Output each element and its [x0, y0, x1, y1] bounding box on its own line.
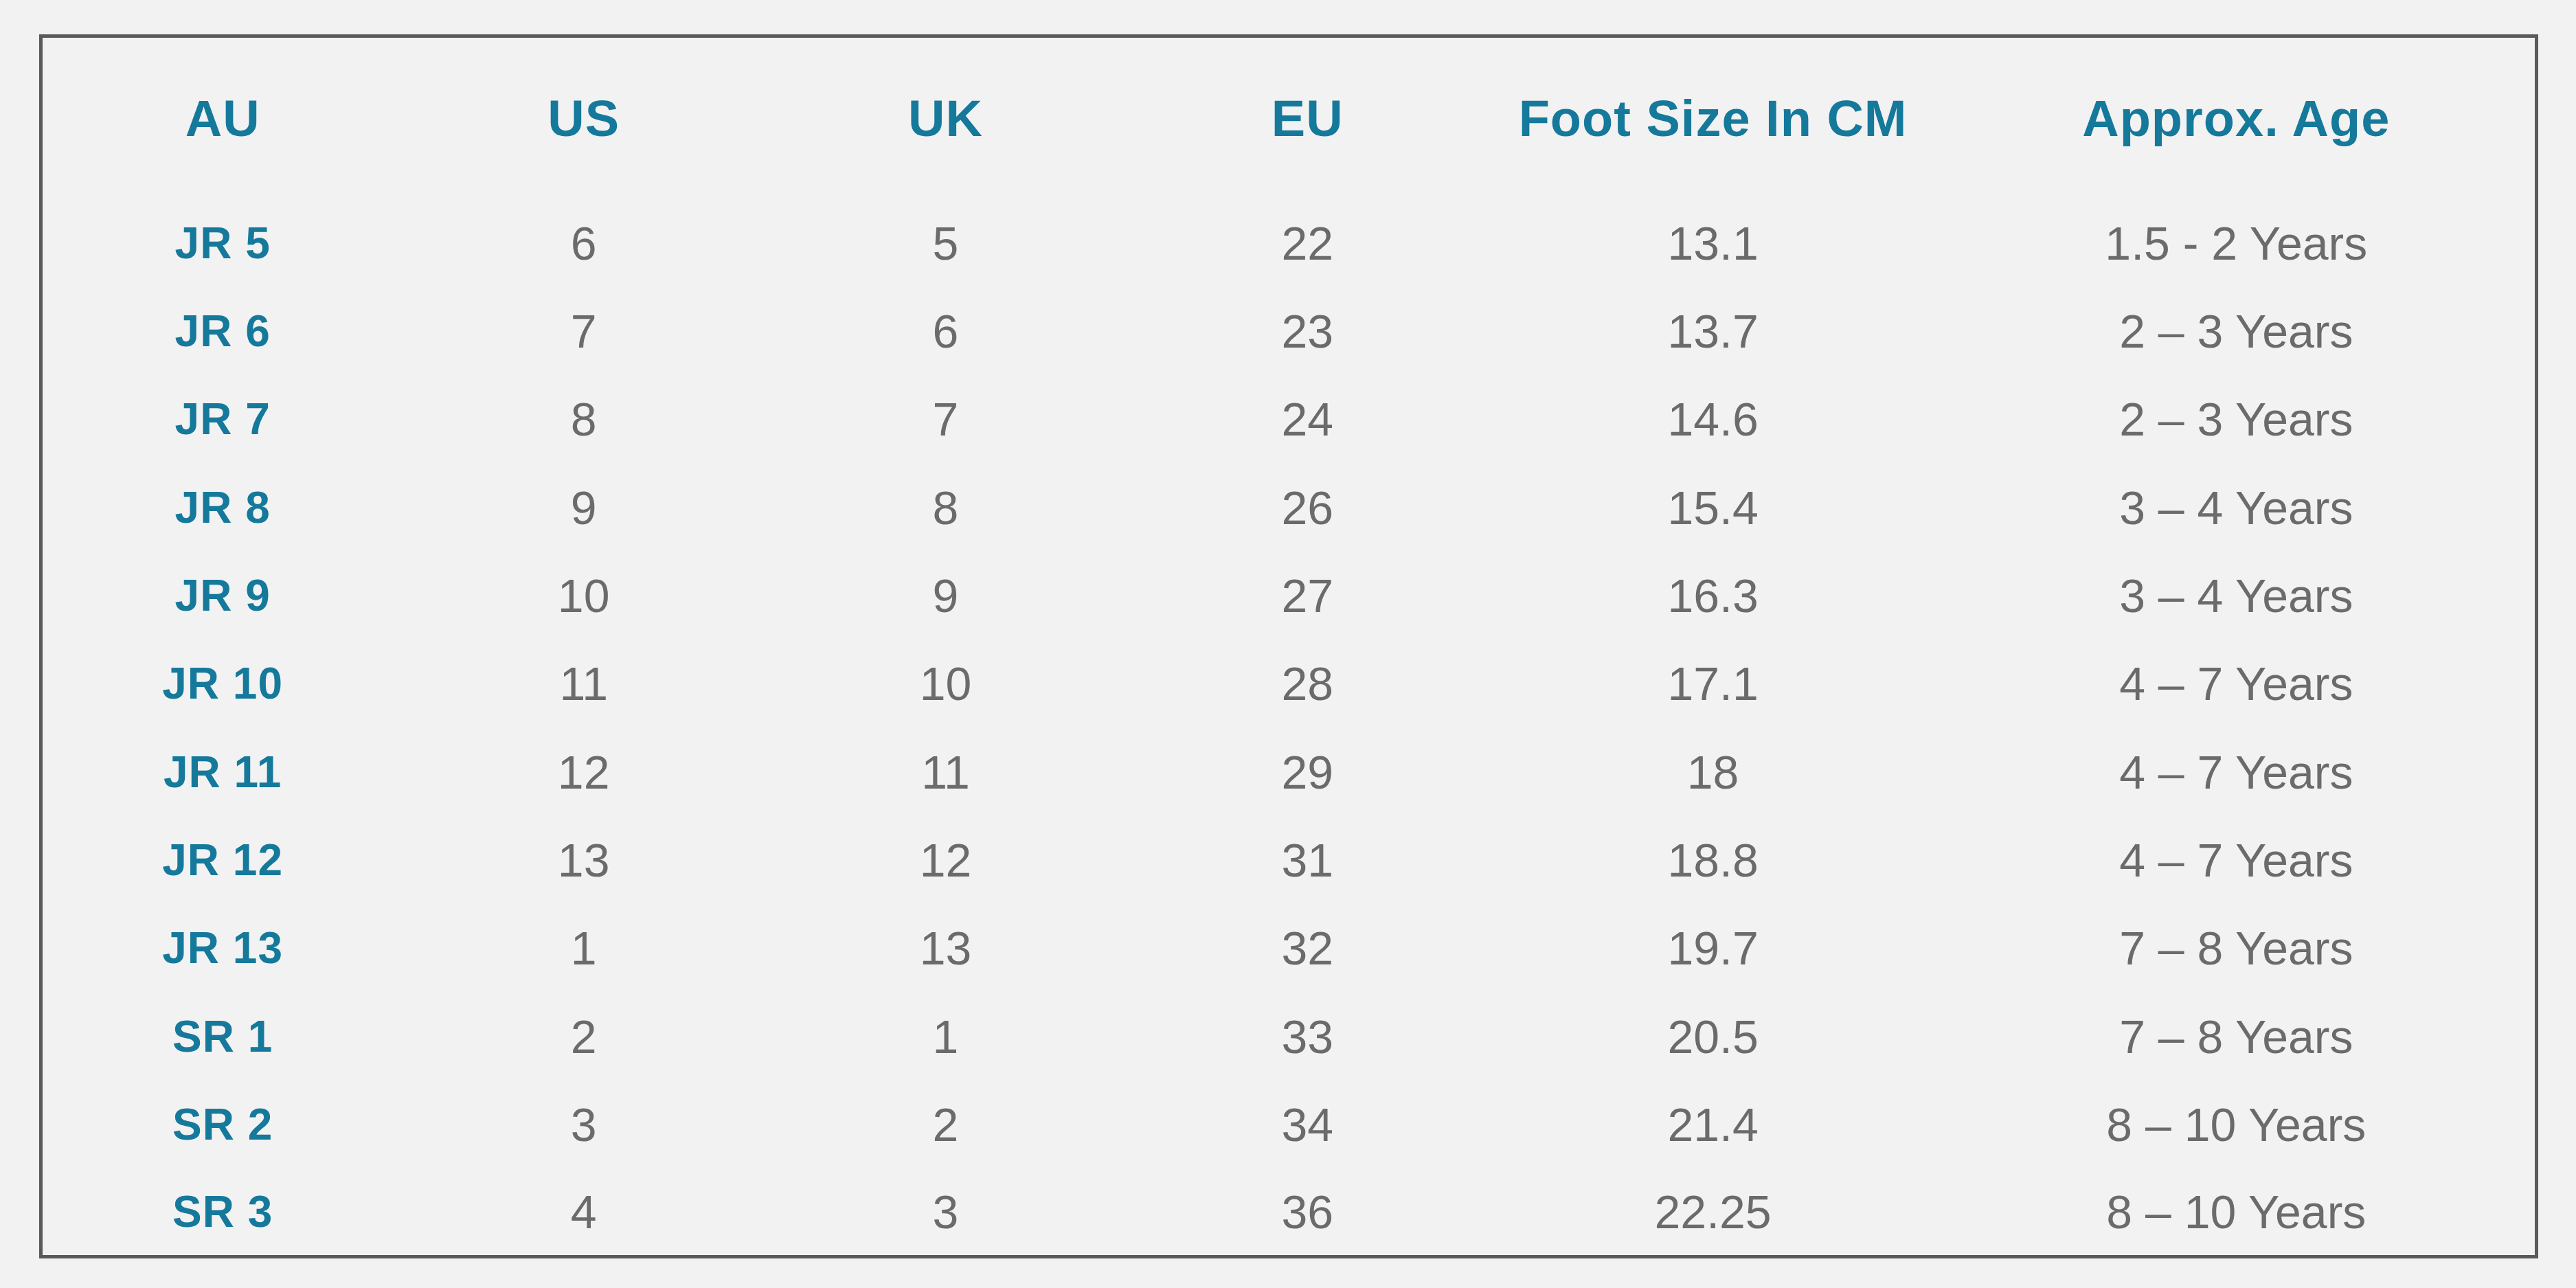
cell-cm: 21.4 [1489, 1081, 1938, 1168]
cell-au: JR 8 [41, 463, 403, 551]
cell-au: JR 5 [41, 199, 403, 287]
cell-uk: 12 [765, 816, 1127, 904]
header-row: AUUSUKEUFoot Size In CMApprox. Age [41, 36, 2537, 199]
cell-uk: 6 [765, 287, 1127, 375]
cell-cm: 19.7 [1489, 904, 1938, 992]
cell-au: JR 13 [41, 904, 403, 992]
cell-cm: 20.5 [1489, 992, 1938, 1080]
cell-cm: 16.3 [1489, 552, 1938, 640]
cell-us: 2 [403, 992, 765, 1080]
cell-age: 7 – 8 Years [1938, 992, 2537, 1080]
cell-cm: 17.1 [1489, 640, 1938, 727]
table-row: JR 1011102817.14 – 7 Years [41, 640, 2537, 727]
cell-us: 8 [403, 375, 765, 463]
cell-cm: 13.1 [1489, 199, 1938, 287]
cell-uk: 3 [765, 1168, 1127, 1256]
cell-us: 10 [403, 552, 765, 640]
cell-uk: 5 [765, 199, 1127, 287]
cell-eu: 24 [1127, 375, 1489, 463]
column-header-age: Approx. Age [1938, 36, 2537, 199]
cell-uk: 13 [765, 904, 1127, 992]
cell-uk: 10 [765, 640, 1127, 727]
cell-age: 3 – 4 Years [1938, 552, 2537, 640]
column-header-eu: EU [1127, 36, 1489, 199]
cell-uk: 7 [765, 375, 1127, 463]
cell-au: JR 12 [41, 816, 403, 904]
cell-eu: 32 [1127, 904, 1489, 992]
cell-us: 12 [403, 727, 765, 815]
cell-au: SR 1 [41, 992, 403, 1080]
table-row: JR 91092716.33 – 4 Years [41, 552, 2537, 640]
cell-us: 4 [403, 1168, 765, 1256]
cell-cm: 14.6 [1489, 375, 1938, 463]
cell-age: 2 – 3 Years [1938, 375, 2537, 463]
cell-age: 4 – 7 Years [1938, 640, 2537, 727]
cell-au: JR 7 [41, 375, 403, 463]
cell-us: 11 [403, 640, 765, 727]
cell-uk: 9 [765, 552, 1127, 640]
cell-us: 3 [403, 1081, 765, 1168]
cell-eu: 26 [1127, 463, 1489, 551]
cell-age: 7 – 8 Years [1938, 904, 2537, 992]
size-chart-container: AUUSUKEUFoot Size In CMApprox. Age JR 56… [39, 34, 2538, 1258]
cell-us: 1 [403, 904, 765, 992]
cell-au: JR 11 [41, 727, 403, 815]
column-header-uk: UK [765, 36, 1127, 199]
column-header-cm: Foot Size In CM [1489, 36, 1938, 199]
cell-eu: 33 [1127, 992, 1489, 1080]
cell-au: JR 9 [41, 552, 403, 640]
cell-eu: 34 [1127, 1081, 1489, 1168]
cell-eu: 36 [1127, 1168, 1489, 1256]
table-row: JR 8982615.43 – 4 Years [41, 463, 2537, 551]
cell-age: 8 – 10 Years [1938, 1168, 2537, 1256]
table-row: SR 3433622.258 – 10 Years [41, 1168, 2537, 1256]
cell-cm: 18.8 [1489, 816, 1938, 904]
cell-eu: 31 [1127, 816, 1489, 904]
table-row: JR 1213123118.84 – 7 Years [41, 816, 2537, 904]
cell-age: 4 – 7 Years [1938, 727, 2537, 815]
table-row: JR 11121129184 – 7 Years [41, 727, 2537, 815]
cell-eu: 27 [1127, 552, 1489, 640]
cell-us: 13 [403, 816, 765, 904]
cell-au: SR 2 [41, 1081, 403, 1168]
cell-cm: 18 [1489, 727, 1938, 815]
cell-uk: 2 [765, 1081, 1127, 1168]
table-row: SR 1213320.57 – 8 Years [41, 992, 2537, 1080]
cell-age: 4 – 7 Years [1938, 816, 2537, 904]
table-row: JR 131133219.77 – 8 Years [41, 904, 2537, 992]
cell-au: JR 10 [41, 640, 403, 727]
cell-cm: 13.7 [1489, 287, 1938, 375]
column-header-us: US [403, 36, 765, 199]
cell-age: 1.5 - 2 Years [1938, 199, 2537, 287]
cell-cm: 22.25 [1489, 1168, 1938, 1256]
shoe-size-conversion-table: AUUSUKEUFoot Size In CMApprox. Age JR 56… [39, 34, 2538, 1258]
cell-age: 3 – 4 Years [1938, 463, 2537, 551]
cell-cm: 15.4 [1489, 463, 1938, 551]
cell-au: JR 6 [41, 287, 403, 375]
cell-uk: 11 [765, 727, 1127, 815]
cell-eu: 23 [1127, 287, 1489, 375]
cell-au: SR 3 [41, 1168, 403, 1256]
cell-age: 2 – 3 Years [1938, 287, 2537, 375]
column-header-au: AU [41, 36, 403, 199]
cell-eu: 29 [1127, 727, 1489, 815]
cell-eu: 22 [1127, 199, 1489, 287]
table-row: JR 5652213.11.5 - 2 Years [41, 199, 2537, 287]
cell-uk: 1 [765, 992, 1127, 1080]
cell-us: 6 [403, 199, 765, 287]
table-row: SR 2323421.48 – 10 Years [41, 1081, 2537, 1168]
cell-us: 9 [403, 463, 765, 551]
cell-us: 7 [403, 287, 765, 375]
table-row: JR 7872414.62 – 3 Years [41, 375, 2537, 463]
cell-uk: 8 [765, 463, 1127, 551]
cell-eu: 28 [1127, 640, 1489, 727]
table-row: JR 6762313.72 – 3 Years [41, 287, 2537, 375]
cell-age: 8 – 10 Years [1938, 1081, 2537, 1168]
